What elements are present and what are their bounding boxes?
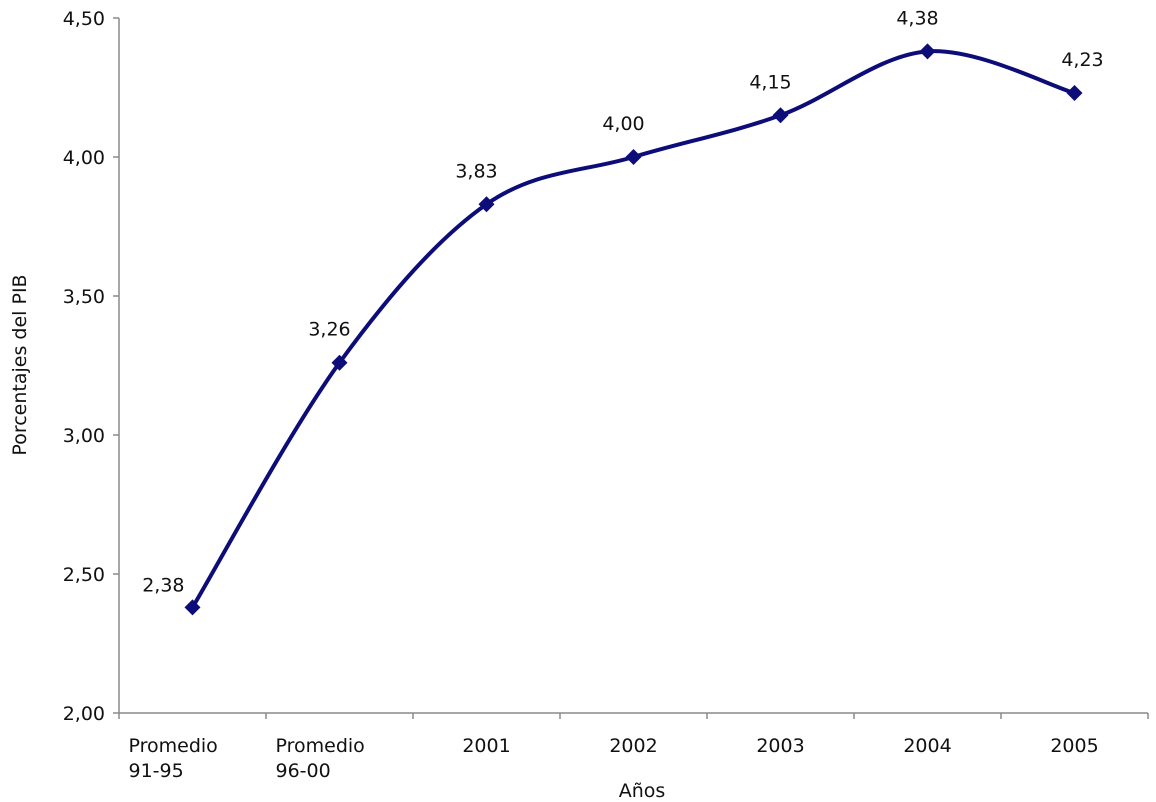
data-labels: 2,38 3,26 3,83 4,00 4,15 4,38 4,23 — [142, 7, 1103, 596]
data-point-marker — [1066, 85, 1083, 102]
y-tick-label: 4,00 — [63, 147, 105, 169]
y-tick-label: 3,50 — [63, 286, 105, 308]
data-label: 4,15 — [749, 71, 791, 93]
y-tick-label: 2,00 — [63, 703, 105, 725]
data-label: 3,26 — [308, 319, 350, 341]
x-tick-label: Promedio 91-95 — [129, 735, 218, 782]
axes — [118, 18, 1148, 714]
data-point-marker — [184, 599, 201, 616]
x-axis-ticks: Promedio 91-95 Promedio 96-00 2001 2002 2003 20… — [118, 713, 1149, 782]
data-markers — [184, 43, 1083, 616]
x-tick-label: Promedio 96-00 — [276, 735, 365, 782]
data-point-marker — [919, 43, 936, 60]
data-point-marker — [331, 354, 348, 371]
x-tick-label: 2004 — [903, 735, 951, 757]
y-tick-label: 3,00 — [63, 425, 105, 447]
y-axis-title: Porcentajes del PIB — [9, 274, 31, 455]
x-axis-title: Años — [619, 780, 666, 802]
data-label: 2,38 — [142, 574, 184, 596]
x-tick-label: 2005 — [1050, 735, 1098, 757]
data-point-marker — [772, 107, 789, 124]
x-tick-label: 2001 — [462, 735, 510, 757]
data-point-marker — [478, 196, 495, 213]
data-label: 4,23 — [1061, 49, 1103, 71]
data-point-marker — [625, 149, 642, 165]
data-label: 3,83 — [455, 160, 497, 182]
data-label: 4,38 — [896, 7, 938, 29]
y-tick-label: 4,50 — [63, 8, 105, 30]
x-tick-label: 2003 — [756, 735, 804, 757]
y-axis-ticks: 2,00 2,50 3,00 3,50 4,00 4,50 — [63, 8, 119, 725]
y-tick-label: 2,50 — [63, 564, 105, 586]
x-tick-label: 2002 — [609, 735, 657, 757]
data-label: 4,00 — [602, 113, 644, 135]
